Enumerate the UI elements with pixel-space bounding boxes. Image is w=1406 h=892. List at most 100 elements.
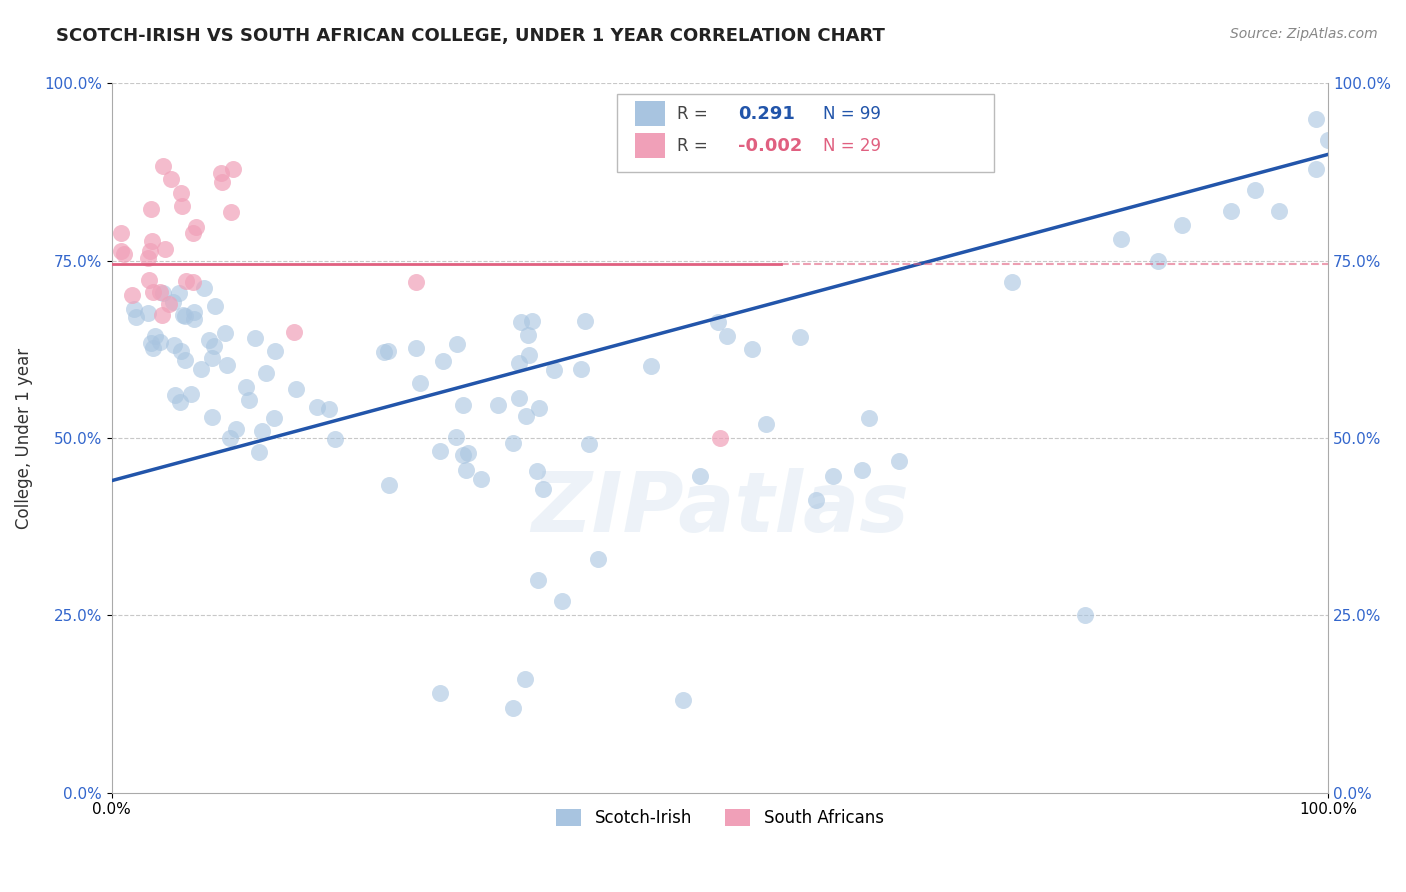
Point (1147, 253, 1170, 268)
Point (515, 409, 537, 423)
Point (451, 448, 474, 462)
Point (851, 463, 873, 477)
Legend: Scotch-Irish, South Africans: Scotch-Irish, South Africans (550, 803, 890, 834)
Point (141, 234, 163, 248)
Point (1305, 112, 1327, 126)
Point (136, 251, 159, 265)
Point (149, 335, 172, 350)
Point (157, 297, 180, 311)
Point (174, 274, 197, 288)
Point (543, 363, 565, 377)
Point (142, 285, 165, 300)
Point (1111, 232, 1133, 246)
Point (149, 285, 172, 299)
Point (193, 281, 215, 295)
Point (172, 309, 194, 323)
Point (139, 244, 162, 258)
Point (152, 285, 174, 300)
Point (887, 454, 910, 468)
Point (526, 464, 548, 478)
Point (174, 309, 197, 323)
Point (180, 387, 202, 401)
Point (1171, 219, 1194, 233)
Point (204, 299, 226, 313)
Point (225, 422, 247, 436)
Point (170, 199, 193, 213)
Point (153, 242, 176, 256)
Point (122, 301, 145, 316)
Point (502, 436, 524, 450)
Point (1317, 133, 1340, 147)
Point (377, 344, 399, 359)
Point (169, 395, 191, 409)
Point (201, 410, 224, 425)
Point (121, 288, 143, 302)
Point (215, 358, 238, 372)
Point (1074, 608, 1097, 623)
Point (141, 341, 163, 355)
Y-axis label: College, Under 1 year: College, Under 1 year (15, 348, 32, 529)
Point (167, 286, 190, 301)
Point (789, 330, 811, 344)
Point (181, 275, 204, 289)
Point (457, 446, 479, 460)
Point (110, 244, 132, 258)
Point (170, 186, 193, 201)
Point (432, 353, 454, 368)
Point (183, 311, 205, 326)
Point (263, 411, 285, 425)
Point (520, 314, 543, 328)
Text: N = 99: N = 99 (824, 105, 882, 123)
Text: Source: ZipAtlas.com: Source: ZipAtlas.com (1230, 27, 1378, 41)
Point (214, 326, 236, 341)
Point (378, 477, 401, 491)
Text: R =: R = (678, 105, 713, 123)
Point (318, 402, 340, 417)
Point (640, 359, 662, 373)
Point (173, 353, 195, 368)
Point (578, 437, 600, 451)
Point (409, 376, 432, 390)
Point (429, 444, 451, 458)
Point (159, 172, 181, 186)
Point (143, 329, 166, 343)
Text: -0.002: -0.002 (738, 136, 803, 155)
Point (672, 693, 695, 707)
Point (305, 400, 328, 414)
Text: R =: R = (678, 136, 713, 155)
FancyBboxPatch shape (617, 94, 994, 172)
Point (235, 379, 257, 393)
Point (285, 382, 308, 396)
Point (138, 273, 160, 287)
Text: ZIPatlas: ZIPatlas (531, 468, 908, 549)
Point (707, 315, 730, 329)
Point (254, 367, 277, 381)
Point (709, 431, 731, 445)
Point (112, 246, 135, 260)
Point (219, 205, 242, 219)
Point (139, 202, 162, 216)
Point (858, 410, 880, 425)
Point (211, 175, 233, 189)
Text: 0.291: 0.291 (738, 105, 796, 123)
Point (689, 469, 711, 483)
Point (517, 347, 540, 361)
Point (152, 159, 174, 173)
Point (136, 306, 159, 320)
Point (150, 308, 173, 322)
Point (162, 294, 184, 309)
Point (283, 325, 305, 339)
Point (509, 315, 531, 329)
Point (247, 445, 270, 459)
Point (202, 339, 225, 353)
Text: N = 29: N = 29 (824, 136, 882, 155)
Point (183, 226, 205, 240)
Point (238, 392, 260, 407)
Point (169, 344, 191, 359)
Point (373, 345, 395, 359)
FancyBboxPatch shape (636, 101, 665, 126)
Point (588, 551, 610, 566)
Point (1219, 204, 1241, 219)
Point (252, 425, 274, 439)
Point (529, 401, 551, 415)
